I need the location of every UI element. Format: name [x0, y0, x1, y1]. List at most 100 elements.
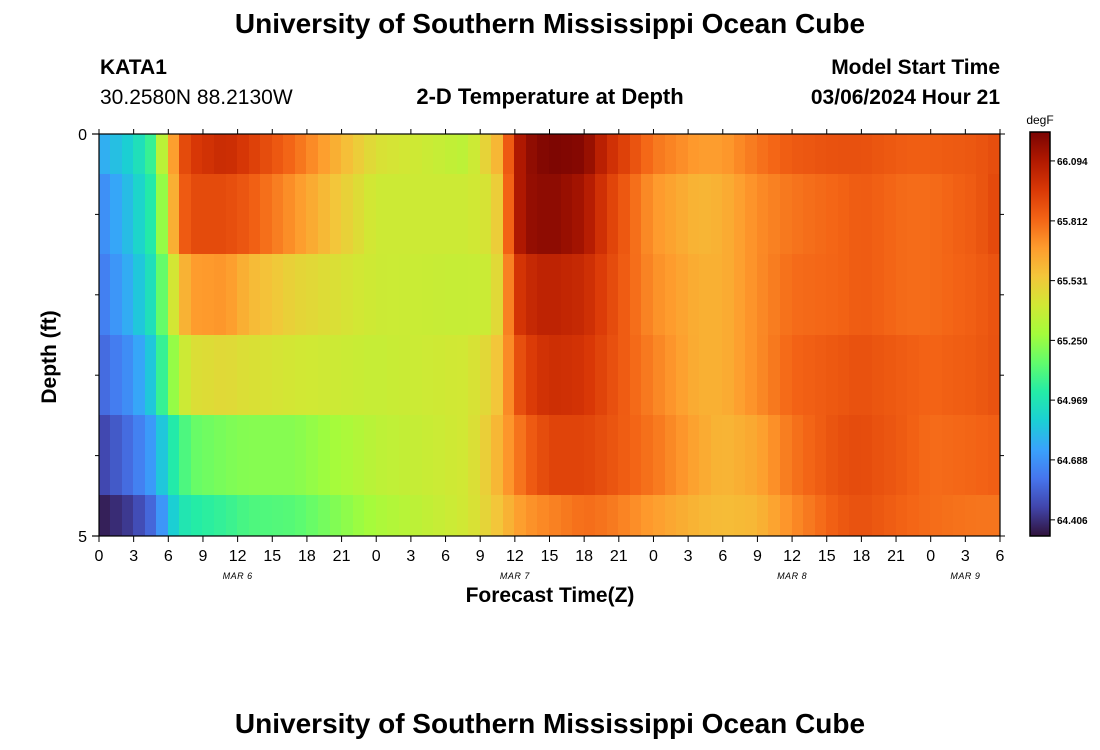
- heatmap-cell: [641, 254, 655, 335]
- heatmap-cell: [780, 415, 794, 496]
- heatmap-cell: [306, 134, 320, 175]
- heatmap-cell: [214, 134, 228, 175]
- heatmap-cell: [457, 254, 470, 335]
- heatmap-cell: [930, 134, 944, 175]
- heatmap-cell: [849, 415, 863, 496]
- heatmap-cell: [549, 254, 563, 335]
- heatmap-cell: [930, 415, 944, 496]
- heatmap-cell: [202, 254, 216, 335]
- heatmap-cell: [480, 415, 493, 496]
- heatmap-cell: [641, 415, 655, 496]
- heatmap-cell: [861, 335, 874, 416]
- heatmap-cell: [630, 174, 643, 255]
- heatmap-cell: [387, 415, 401, 496]
- heatmap-cell: [272, 335, 285, 416]
- heatmap-cell: [226, 134, 239, 175]
- heatmap-cell: [549, 495, 563, 536]
- heatmap-cell: [191, 415, 204, 496]
- heatmap-cell: [988, 415, 1001, 496]
- heatmap-cell: [537, 134, 551, 175]
- heatmap-cell: [630, 415, 643, 496]
- heatmap-cell: [838, 174, 851, 255]
- heatmap-cell: [283, 495, 297, 536]
- heatmap-cell: [237, 254, 251, 335]
- heatmap-cell: [872, 254, 886, 335]
- heatmap-cell: [734, 415, 747, 496]
- heatmap-cell: [399, 415, 412, 496]
- heatmap-cell: [249, 495, 262, 536]
- heatmap-cell: [179, 495, 193, 536]
- heatmap-cell: [376, 415, 389, 496]
- heatmap-cell: [318, 254, 332, 335]
- heatmap-cell: [676, 254, 690, 335]
- heatmap-cell: [665, 415, 678, 496]
- heatmap-cell: [688, 174, 701, 255]
- heatmap-cell: [133, 134, 147, 175]
- heatmap-cell: [861, 254, 874, 335]
- date-label: MAR 7: [500, 571, 531, 581]
- heatmap-cell: [861, 134, 874, 175]
- heatmap-cell: [722, 335, 736, 416]
- heatmap-cell: [364, 254, 378, 335]
- heatmap-cell: [942, 415, 955, 496]
- heatmap-cell: [907, 254, 921, 335]
- heatmap-cell: [491, 495, 505, 536]
- heatmap-cell: [792, 495, 805, 536]
- heatmap-cell: [618, 134, 632, 175]
- heatmap-cell: [122, 134, 135, 175]
- heatmap-cell: [503, 134, 516, 175]
- heatmap-cell: [618, 174, 632, 255]
- heatmap-cell: [653, 134, 667, 175]
- heatmap-cell: [815, 134, 828, 175]
- heatmap-cell: [745, 495, 759, 536]
- heatmap-cell: [907, 415, 921, 496]
- heatmap-cell: [399, 495, 412, 536]
- heatmap-cell: [641, 495, 655, 536]
- heatmap-cell: [133, 495, 147, 536]
- heatmap-cell: [387, 335, 401, 416]
- heatmap-cell: [145, 134, 158, 175]
- heatmap-cell: [283, 335, 297, 416]
- x-tick-label: 3: [129, 548, 138, 565]
- heatmap-cell: [110, 335, 124, 416]
- heatmap-cell: [214, 495, 228, 536]
- heatmap-cell: [757, 134, 770, 175]
- heatmap-cell: [341, 174, 355, 255]
- heatmap-cell: [122, 335, 135, 416]
- heatmap-cell: [607, 495, 620, 536]
- heatmap-cell: [122, 495, 135, 536]
- heatmap-cell: [699, 174, 713, 255]
- heatmap-cell: [457, 134, 470, 175]
- heatmap-cell: [688, 495, 701, 536]
- heatmap-cell: [988, 335, 1001, 416]
- heatmap-cell: [202, 415, 216, 496]
- heatmap-cell: [630, 254, 643, 335]
- heatmap-cell: [480, 335, 493, 416]
- heatmap-cell: [849, 495, 863, 536]
- heatmap-cell: [156, 134, 170, 175]
- heatmap-cell: [838, 415, 851, 496]
- colorbar-tick-label: 65.531: [1057, 277, 1088, 288]
- heatmap-cell: [803, 415, 817, 496]
- heatmap-cell: [283, 254, 297, 335]
- heatmap-cell: [561, 415, 574, 496]
- heatmap-cell: [214, 335, 228, 416]
- colorbar-tick-label: 64.969: [1057, 396, 1088, 407]
- heatmap-cell: [665, 174, 678, 255]
- heatmap-cell: [792, 415, 805, 496]
- heatmap-cell: [283, 174, 297, 255]
- heatmap-cell: [665, 495, 678, 536]
- heatmap-cell: [330, 254, 343, 335]
- heatmap-cell: [249, 134, 262, 175]
- heatmap-cell: [584, 134, 597, 175]
- heatmap-cell: [283, 415, 297, 496]
- heatmap-cell: [410, 495, 424, 536]
- heatmap-cell: [976, 495, 990, 536]
- heatmap-cell: [110, 415, 124, 496]
- heatmap-cell: [826, 415, 840, 496]
- heatmap-cell: [711, 174, 724, 255]
- heatmap-cell: [353, 174, 366, 255]
- heatmap-cell: [849, 254, 863, 335]
- heatmap-cell: [849, 174, 863, 255]
